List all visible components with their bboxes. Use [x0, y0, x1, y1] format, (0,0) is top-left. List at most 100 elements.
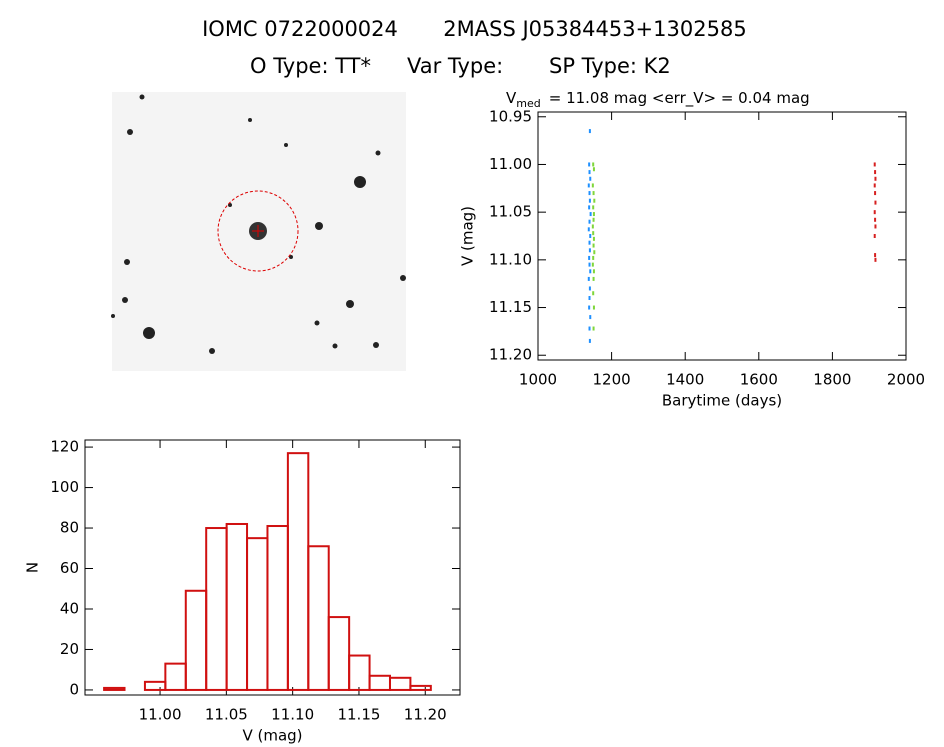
data-point	[592, 205, 595, 210]
data-point	[593, 250, 596, 255]
histogram-bar	[266, 525, 289, 691]
data-point	[589, 315, 592, 320]
data-point	[874, 170, 877, 175]
data-point	[588, 296, 591, 300]
data-point	[592, 269, 595, 274]
data-point	[874, 176, 877, 181]
data-point	[589, 234, 592, 238]
histogram-bar	[286, 452, 310, 691]
histogram-bar	[246, 537, 269, 691]
x-tick-label: 1400	[666, 371, 704, 389]
data-point	[592, 231, 595, 236]
data-point	[592, 191, 595, 196]
data-point	[592, 291, 595, 296]
data-point	[593, 198, 596, 203]
y-tick-label: 0	[69, 680, 79, 698]
data-point	[592, 162, 595, 167]
data-point	[592, 212, 595, 217]
data-point	[588, 240, 591, 245]
data-point	[588, 248, 591, 253]
y-tick-label: 100	[50, 478, 79, 496]
x-tick-label: 11.15	[337, 706, 380, 724]
data-point	[588, 262, 591, 267]
histogram-bar	[225, 522, 249, 691]
histogram-bar	[409, 684, 432, 691]
data-point	[873, 234, 876, 238]
data-point	[588, 326, 591, 331]
data-point	[589, 176, 592, 181]
chart-title: Vmed = 11.08 mag <err_V> = 0.04 mag	[506, 89, 810, 111]
data-point	[588, 170, 591, 175]
data-point	[592, 255, 595, 260]
y-axis-label: V (mag)	[459, 206, 477, 266]
x-axis-label: Barytime (days)	[662, 392, 782, 410]
data-point	[592, 305, 595, 310]
object-id: IOMC 0722000024	[202, 17, 398, 41]
x-tick-label: 11.00	[139, 706, 182, 724]
histogram-bar	[205, 527, 228, 691]
data-point	[587, 183, 590, 188]
data-point	[592, 217, 595, 222]
data-point	[588, 286, 591, 291]
plot-frame	[537, 111, 907, 361]
data-point	[588, 255, 591, 260]
data-point	[588, 162, 591, 167]
data-point	[587, 276, 590, 281]
y-tick-label: 11.20	[489, 346, 532, 364]
sky-image	[111, 92, 406, 371]
histogram-bar	[143, 680, 167, 691]
data-point	[874, 224, 877, 229]
x-tick-label: 11.20	[404, 706, 447, 724]
data-point	[591, 183, 594, 188]
data-point	[591, 224, 594, 229]
data-point	[592, 236, 595, 241]
data-point	[588, 191, 591, 196]
plot-frame	[84, 439, 461, 696]
histogram-bar	[307, 545, 330, 691]
y-tick-label: 20	[60, 640, 79, 658]
y-axis-label: N	[24, 562, 42, 573]
x-tick-label: 1800	[813, 371, 851, 389]
data-point	[873, 210, 876, 215]
histogram-bar	[388, 676, 412, 691]
data-point	[589, 269, 592, 274]
y-tick-label: 11.00	[489, 155, 532, 173]
data-point	[874, 200, 877, 205]
data-point	[588, 198, 591, 203]
data-point	[587, 227, 590, 232]
title-subscript: med	[516, 97, 540, 110]
data-point	[588, 305, 591, 310]
object-type: O Type: TT*	[250, 54, 371, 78]
y-tick-label: 120	[50, 438, 79, 456]
data-point	[592, 326, 595, 331]
data-point	[874, 257, 877, 262]
x-tick-label: 1200	[593, 371, 631, 389]
histogram-bar	[327, 616, 351, 691]
data-point	[588, 219, 591, 224]
y-tick-label: 11.05	[489, 203, 532, 221]
var-type: Var Type:	[407, 54, 503, 78]
x-axis-label: V (mag)	[242, 727, 302, 745]
histogram-bar	[368, 674, 391, 691]
y-tick-label: 10.95	[489, 107, 532, 125]
data-point	[874, 191, 877, 196]
histogram-bar	[184, 589, 208, 691]
data-point	[592, 276, 595, 281]
x-tick-label: 11.10	[271, 706, 314, 724]
y-tick-label: 80	[60, 519, 79, 537]
histogram-bar	[164, 662, 187, 691]
data-point	[588, 129, 591, 134]
data-point	[588, 338, 591, 343]
x-tick-label: 1000	[519, 371, 557, 389]
data-point	[874, 253, 877, 258]
y-tick-label: 60	[60, 559, 79, 577]
data-point	[874, 217, 877, 222]
x-tick-label: 11.05	[205, 706, 248, 724]
data-point	[873, 183, 876, 188]
x-tick-label: 1600	[740, 371, 778, 389]
y-tick-label: 40	[60, 599, 79, 617]
data-point	[589, 212, 592, 217]
data-point	[592, 167, 595, 172]
data-point	[592, 243, 595, 248]
